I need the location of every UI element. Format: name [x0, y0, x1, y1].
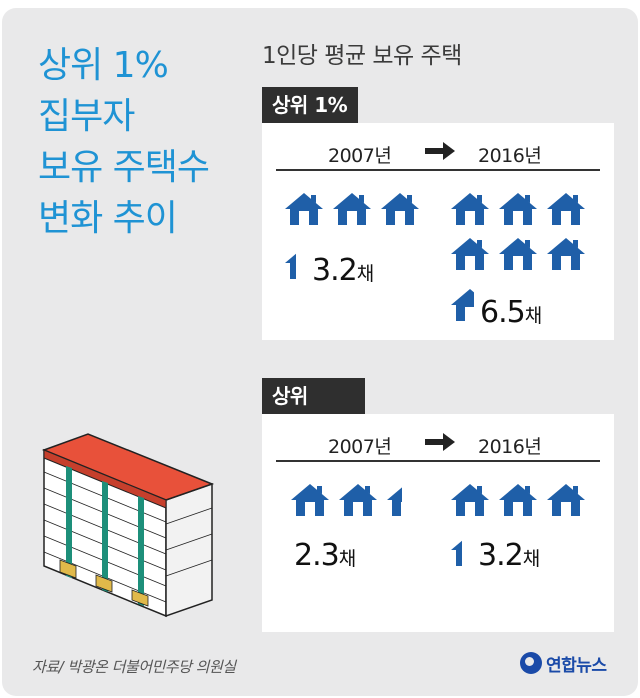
house-icon: [284, 191, 324, 227]
partial-house-icon: [450, 532, 490, 568]
source-note: 자료/ 박광온 더불어민주당 의원실: [32, 658, 236, 676]
divider: [276, 460, 600, 462]
year-row: 2007년 2016년: [262, 123, 614, 169]
from-value: 2.3채: [294, 538, 357, 573]
partial-house-icon: [386, 482, 426, 518]
divider: [276, 169, 600, 171]
logo: 연합뉴스: [520, 650, 607, 676]
partial-house-icon: [284, 245, 324, 281]
subtitle: 1인당 평균 보유 주택: [262, 43, 462, 69]
to-year: 2016년: [478, 145, 542, 167]
headline-line-1: 상위 1%: [38, 45, 169, 86]
partial-house-icon: [450, 287, 490, 323]
section-panel-top10: 2007년 2016년 2.3채 3.2채: [262, 414, 614, 632]
to-value: 3.2채: [478, 538, 541, 573]
from-year: 2007년: [328, 436, 392, 458]
apartment-building-illustration: [41, 433, 215, 618]
arrow-right-icon: [425, 433, 455, 451]
from-value: 3.2채: [312, 253, 375, 288]
house-icon: [450, 236, 490, 272]
headline-line-3: 보유 주택수: [38, 147, 210, 188]
to-year: 2016년: [478, 436, 542, 458]
house-icon: [290, 482, 330, 518]
headline-line-4: 변화 추이: [38, 198, 178, 239]
house-icon: [380, 191, 420, 227]
headline: 상위 1% 집부자 보유 주택수 변화 추이: [38, 40, 210, 244]
headline-line-2: 집부자: [38, 96, 135, 137]
house-icon: [546, 191, 586, 227]
house-icon: [450, 191, 490, 227]
house-icon: [498, 482, 538, 518]
section-tag-top10: 상위 10%: [262, 378, 365, 444]
to-value: 6.5채: [480, 295, 543, 330]
house-icon: [338, 482, 378, 518]
arrow-right-icon: [425, 142, 455, 160]
logo-text: 연합뉴스: [546, 655, 607, 676]
section-tag-top1: 상위 1%: [262, 87, 358, 123]
section-panel-top1: 2007년 2016년 3.2채 6.5채: [262, 123, 614, 340]
house-icon: [546, 482, 586, 518]
house-icon: [498, 236, 538, 272]
year-row: 2007년 2016년: [262, 414, 614, 460]
from-year: 2007년: [328, 145, 392, 167]
house-icon: [546, 236, 586, 272]
house-icon: [450, 482, 490, 518]
house-icon: [332, 191, 372, 227]
yonhap-logo-icon: [520, 652, 542, 674]
house-icon: [498, 191, 538, 227]
